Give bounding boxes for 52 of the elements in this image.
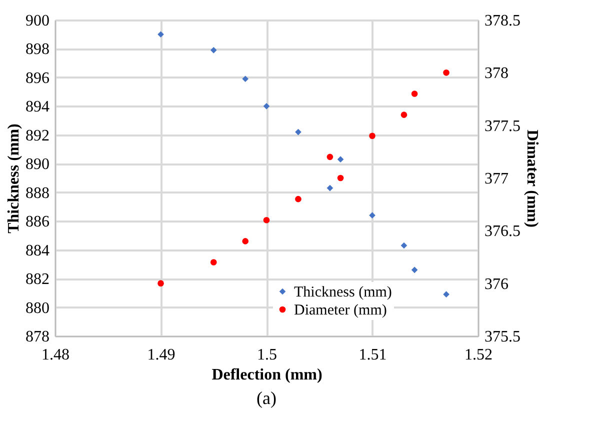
x-tick-label: 1.52	[464, 346, 492, 364]
y2-tick-label: 375.5	[484, 328, 520, 346]
point	[326, 154, 334, 160]
text: (a)	[256, 388, 276, 408]
x-tick-label: 1.51	[358, 346, 387, 364]
x-tick-label: 1.5	[257, 346, 277, 364]
point	[158, 280, 164, 286]
y2-tick-label: 376	[484, 276, 508, 293]
y-tick-label: 880	[26, 300, 50, 317]
y-tick-label: 884	[26, 242, 50, 260]
y-tick-label: 900	[26, 12, 50, 30]
y-tick-label: 896	[26, 70, 50, 87]
x-tick-label: 1.49	[147, 346, 176, 364]
point	[400, 242, 408, 249]
point	[295, 128, 302, 136]
point	[242, 238, 249, 244]
point	[210, 259, 217, 266]
y2-tick-label: 376.5	[484, 223, 520, 240]
y2-axis-title: Dimater (mm)	[524, 130, 540, 228]
y-tick-label: 890	[26, 156, 50, 174]
x-axis-title: Deflection (mm)	[212, 366, 322, 384]
y-tick-label: 882	[26, 271, 50, 288]
y2-tick-label: 377	[484, 170, 508, 188]
point	[263, 216, 270, 224]
point	[337, 156, 344, 162]
y2-tick-label: 377.5	[484, 118, 520, 135]
point	[443, 291, 450, 298]
point	[411, 266, 418, 274]
point	[242, 76, 249, 82]
point	[263, 103, 270, 110]
y-tick-label: 898	[26, 41, 50, 58]
point	[210, 47, 217, 54]
point	[411, 90, 418, 97]
point	[326, 184, 334, 192]
y-tick-label: 886	[26, 214, 50, 231]
y-axis-title: Thickness (mm)	[6, 124, 22, 234]
point	[337, 174, 344, 182]
point	[400, 112, 408, 118]
y-tick-label: 892	[26, 127, 50, 144]
x-tick-label: 1.48	[42, 346, 70, 364]
y2-tick-label: 378.5	[484, 12, 520, 30]
y-tick-label: 878	[26, 328, 50, 346]
point	[369, 212, 376, 219]
y-tick-label: 894	[26, 98, 50, 116]
point	[369, 132, 376, 140]
point	[295, 196, 302, 202]
y2-tick-label: 378	[484, 65, 508, 82]
point	[443, 70, 450, 76]
legend-label: Diameter (mm)	[294, 302, 387, 318]
legend-label: Thickness (mm)	[294, 284, 392, 300]
point	[158, 31, 164, 38]
y-tick-label: 888	[26, 184, 50, 202]
